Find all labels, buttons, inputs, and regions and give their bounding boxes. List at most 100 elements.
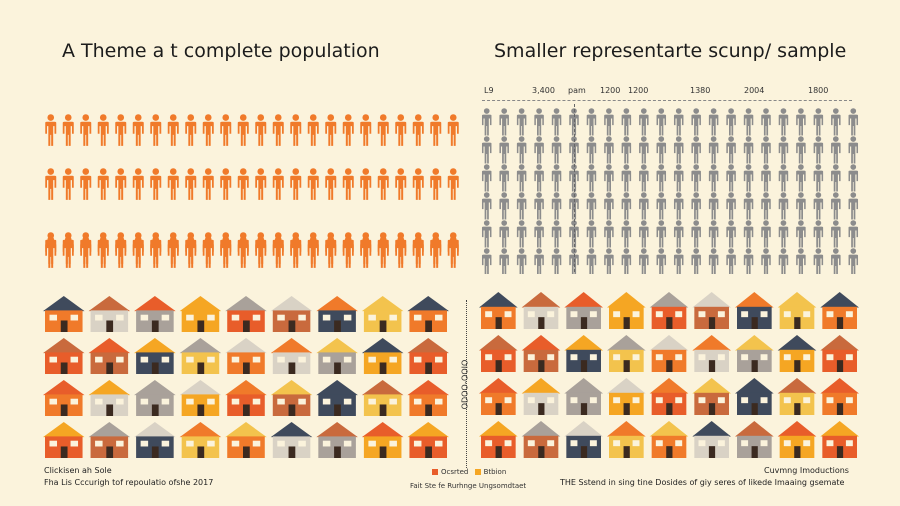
legend: Ocsrted Btbion (428, 468, 506, 476)
person-icon (80, 168, 92, 200)
house-icon (564, 421, 603, 458)
person-icon (726, 192, 736, 220)
person-icon (377, 236, 389, 268)
house-icon (521, 421, 561, 458)
person-icon (673, 220, 684, 248)
person-icon (761, 164, 771, 192)
person-icon (447, 114, 459, 146)
person-icon (621, 108, 632, 136)
person-icon (481, 248, 492, 274)
house-icon (316, 338, 358, 374)
house-icon (407, 422, 449, 458)
house-icon (735, 378, 774, 415)
person-icon (604, 192, 614, 220)
person-icon (430, 114, 442, 146)
person-icon (673, 136, 684, 164)
person-icon (778, 220, 789, 248)
person-icon (743, 248, 754, 274)
house-icon (88, 380, 131, 416)
person-icon (743, 192, 754, 220)
person-icon (45, 236, 57, 268)
person-icon (691, 192, 701, 220)
person-icon (167, 168, 179, 200)
house-icon (134, 338, 176, 374)
person-icon (412, 114, 424, 146)
person-icon (656, 220, 667, 248)
sample-timeline: L9 3,400 pam 1200 1200 1380 2004 1800 (482, 86, 852, 100)
person-icon (499, 248, 509, 274)
house-icon (88, 296, 131, 332)
person-icon (673, 164, 684, 192)
person-icon (848, 164, 859, 192)
person-icon (639, 108, 649, 136)
right-caption-title: Cuvmng Imoductions (764, 466, 849, 475)
person-icon (639, 136, 649, 164)
person-icon (551, 220, 562, 248)
person-icon (342, 168, 354, 200)
person-icon (673, 248, 684, 274)
house-icon (820, 421, 859, 458)
person-icon (761, 192, 771, 220)
person-icon (604, 136, 614, 164)
person-icon (45, 114, 57, 146)
person-icon (430, 168, 442, 200)
person-icon (272, 114, 284, 146)
person-icon (342, 236, 354, 268)
person-icon (499, 136, 509, 164)
person-icon (307, 236, 319, 268)
person-icon (726, 248, 736, 274)
house-icon (777, 335, 817, 372)
house-icon (361, 422, 404, 458)
person-icon (621, 220, 632, 248)
person-icon (586, 108, 597, 136)
person-icon (621, 192, 632, 220)
sample-figures (481, 108, 859, 274)
house-icon (43, 338, 85, 374)
person-icon (534, 136, 544, 164)
person-icon (360, 236, 372, 268)
timeline-tick: 3,400 (532, 86, 555, 95)
house-icon (316, 296, 358, 332)
person-icon (62, 114, 74, 146)
person-icon (412, 236, 424, 268)
timeline-tick: L9 (484, 86, 494, 95)
person-icon (639, 164, 649, 192)
person-icon (761, 108, 771, 136)
person-icon (534, 220, 544, 248)
person-icon (202, 114, 214, 146)
house-icon (479, 292, 518, 329)
house-icon (134, 422, 176, 458)
house-icon (134, 380, 176, 416)
house-icon (649, 292, 689, 329)
person-icon (673, 192, 684, 220)
person-icon (778, 136, 789, 164)
person-icon (761, 220, 771, 248)
person-icon (499, 164, 509, 192)
person-icon (848, 192, 859, 220)
person-icon (481, 220, 492, 248)
person-icon (743, 136, 754, 164)
person-icon (412, 168, 424, 200)
sample-title: Smaller representarte scunp/ sample (494, 40, 847, 62)
person-icon (290, 168, 302, 200)
person-icon (307, 114, 319, 146)
house-icon (735, 335, 774, 372)
person-icon (62, 168, 74, 200)
left-caption-text: Fha Lis Cccurigh tof repoulatio ofshe 20… (44, 478, 214, 487)
person-icon (62, 236, 74, 268)
house-icon (407, 380, 449, 416)
person-icon (726, 220, 736, 248)
person-icon (586, 248, 597, 274)
person-icon (639, 220, 649, 248)
person-icon (499, 192, 509, 220)
person-icon (831, 164, 841, 192)
house-icon (225, 380, 267, 416)
house-icon (777, 421, 817, 458)
person-icon (848, 136, 859, 164)
person-icon (534, 108, 544, 136)
person-icon (481, 108, 492, 136)
person-icon (360, 114, 372, 146)
person-icon (831, 248, 841, 274)
person-icon (167, 114, 179, 146)
person-icon (115, 168, 127, 200)
